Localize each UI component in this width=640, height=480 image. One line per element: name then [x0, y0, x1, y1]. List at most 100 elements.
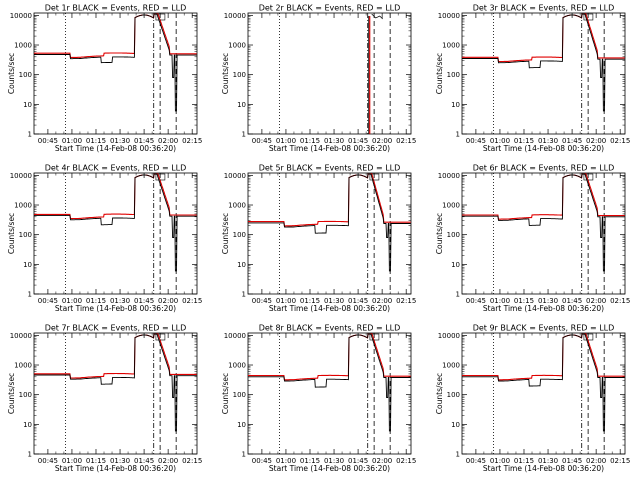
plot-frame: [33, 172, 198, 295]
chart-panel: Det 7r BLACK = Events, RED = LLD 1 10 100 10…: [7, 324, 202, 474]
saturation-marker: [155, 173, 166, 181]
x-axis-label: Start Time (14-Feb-08 00:36:20): [55, 304, 176, 313]
lld-series: [34, 173, 197, 220]
x-tick-label: 01:30: [324, 457, 344, 465]
saturation-marker: [155, 13, 166, 21]
x-tick-label: 01:30: [538, 137, 558, 145]
x-tick-label: 02:15: [396, 457, 416, 465]
chart-panel: Det 3r BLACK = Events, RED = LLD 1 10 100 10…: [435, 4, 630, 154]
y-tick-label: 100: [19, 391, 32, 399]
events-series: [34, 173, 197, 272]
x-tick-label: 01:30: [110, 297, 130, 305]
saturation-marker: [583, 173, 594, 181]
x-tick-label: 02:00: [372, 297, 392, 305]
x-tick-label: 01:15: [86, 297, 106, 305]
y-tick-label: 10: [23, 421, 32, 429]
panel-title: Det 4r BLACK = Events, RED = LLD: [45, 164, 187, 173]
x-tick-label: 02:00: [158, 297, 178, 305]
chart-panel: Det 9r BLACK = Events, RED = LLD 1 10 100 10…: [435, 324, 630, 474]
y-tick-label: 10: [237, 421, 246, 429]
y-tick-label: 100: [447, 231, 460, 239]
y-tick-label: 100: [19, 71, 32, 79]
x-tick-label: 00:45: [252, 457, 272, 465]
y-tick-label: 100: [233, 231, 246, 239]
saturation-marker: [583, 333, 594, 341]
events-series: [248, 333, 411, 432]
chart-panel: Det 5r BLACK = Events, RED = LLD 1 10 100 10…: [221, 164, 416, 314]
y-tick-label: 1000: [442, 42, 460, 50]
x-tick-label: 01:45: [562, 457, 582, 465]
y-tick-label: 1000: [14, 202, 32, 210]
x-tick-label: 00:45: [38, 137, 58, 145]
x-tick-label: 02:15: [396, 137, 416, 145]
x-tick-label: 01:00: [276, 137, 296, 145]
y-tick-label: 10000: [438, 12, 460, 20]
events-series: [462, 13, 625, 112]
x-tick-label: 02:00: [372, 137, 392, 145]
x-tick-label: 01:00: [276, 297, 296, 305]
panel-title: Det 1r BLACK = Events, RED = LLD: [45, 4, 187, 13]
plot-frame: [247, 332, 412, 455]
x-tick-label: 01:30: [324, 297, 344, 305]
x-tick-label: 00:45: [252, 297, 272, 305]
events-series: [462, 333, 625, 432]
x-tick-label: 02:15: [396, 297, 416, 305]
x-tick-label: 01:45: [134, 457, 154, 465]
y-tick-label: 10: [451, 101, 460, 109]
y-axis-label: Counts/sec: [435, 213, 444, 254]
x-tick-label: 02:15: [182, 457, 202, 465]
x-tick-label: 00:45: [38, 297, 58, 305]
y-axis-label: Counts/sec: [7, 213, 16, 254]
x-axis-label: Start Time (14-Feb-08 00:36:20): [269, 304, 390, 313]
plot-frame: [461, 332, 626, 455]
plot-frame: [33, 332, 198, 455]
x-tick-label: 00:45: [466, 457, 486, 465]
y-tick-label: 1: [28, 291, 32, 299]
y-tick-label: 1000: [442, 362, 460, 370]
y-tick-label: 100: [233, 391, 246, 399]
y-axis-label: Counts/sec: [435, 373, 444, 414]
x-tick-label: 02:00: [586, 457, 606, 465]
y-tick-label: 1000: [228, 202, 246, 210]
y-tick-label: 10: [23, 261, 32, 269]
events-series: [34, 13, 197, 112]
y-tick-label: 10: [237, 261, 246, 269]
lld-series: [34, 333, 197, 379]
y-tick-label: 100: [233, 71, 246, 79]
x-tick-label: 01:15: [514, 137, 534, 145]
y-axis-label: Counts/sec: [221, 213, 230, 254]
x-axis-label: Start Time (14-Feb-08 00:36:20): [269, 464, 390, 473]
x-tick-label: 01:15: [514, 297, 534, 305]
lld-series: [462, 173, 625, 220]
y-tick-label: 10: [451, 261, 460, 269]
saturation-marker: [369, 173, 380, 181]
x-tick-label: 02:15: [610, 297, 630, 305]
y-axis-label: Counts/sec: [7, 53, 16, 94]
x-tick-label: 02:15: [610, 457, 630, 465]
y-tick-label: 1: [456, 451, 460, 459]
x-axis-label: Start Time (14-Feb-08 00:36:20): [483, 464, 604, 473]
y-tick-label: 1: [242, 451, 246, 459]
saturation-marker: [369, 333, 380, 341]
lld-series: [248, 333, 411, 381]
plot-frame: [247, 12, 412, 135]
chart-panel: Det 1r BLACK = Events, RED = LLD 1 10 100 10…: [7, 4, 202, 154]
y-tick-label: 1: [28, 131, 32, 139]
x-tick-label: 01:30: [110, 137, 130, 145]
y-tick-label: 1: [456, 291, 460, 299]
x-tick-label: 01:30: [324, 137, 344, 145]
panel-title: Det 9r BLACK = Events, RED = LLD: [473, 324, 615, 333]
x-tick-label: 01:15: [300, 137, 320, 145]
chart-panel: Det 2r BLACK = Events, RED = LLD 1 10 100 10…: [221, 4, 416, 154]
x-tick-label: 01:00: [490, 297, 510, 305]
y-tick-label: 10: [451, 421, 460, 429]
x-axis-label: Start Time (14-Feb-08 00:36:20): [483, 144, 604, 153]
y-tick-label: 1000: [228, 42, 246, 50]
plot-frame: [33, 12, 198, 135]
y-tick-label: 1: [242, 291, 246, 299]
x-tick-label: 02:00: [158, 457, 178, 465]
x-tick-label: 02:00: [158, 137, 178, 145]
x-tick-label: 00:45: [252, 137, 272, 145]
y-tick-label: 100: [447, 391, 460, 399]
